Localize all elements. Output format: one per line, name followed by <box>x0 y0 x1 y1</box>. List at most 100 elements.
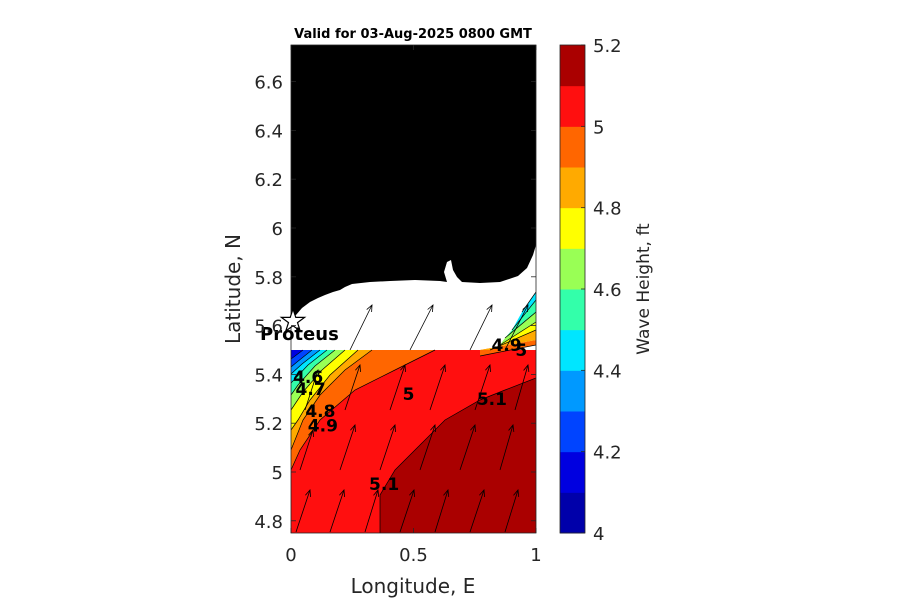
colorbar-label: Wave Height, ft <box>634 223 654 355</box>
wave-arrow <box>329 489 345 533</box>
x-axis-label: Longitude, E <box>351 574 476 598</box>
wave-arrow-head <box>339 489 345 498</box>
colorbar-band <box>560 411 585 453</box>
wave-arrow <box>419 424 436 471</box>
wave-arrow-head <box>366 304 373 313</box>
wave-arrow <box>349 304 373 351</box>
contour-label: 4.9 <box>308 417 338 437</box>
contour-label: 5.1 <box>369 475 399 495</box>
y-tick-label: 5.2 <box>254 414 283 435</box>
y-axis: 4.8 5 5.2 5.4 5.6 5.8 6 6.2 6.4 6.6 <box>254 73 536 533</box>
colorbar-band <box>560 370 585 412</box>
wave-arrow <box>364 489 379 533</box>
wave-arrow <box>379 424 396 471</box>
wave-arrow <box>299 429 314 471</box>
y-tick-label: 5.6 <box>254 317 283 338</box>
wave-arrow-head <box>443 489 450 498</box>
plot-area: 4.64.74.84.95 5.15.14.95 <box>291 45 536 533</box>
wave-arrow-head <box>486 304 493 313</box>
wave-arrow-head <box>355 364 361 373</box>
contour-label: 5 <box>515 341 527 361</box>
colorbar-band <box>560 45 585 87</box>
wave-arrow <box>429 364 446 411</box>
wave-arrow-head <box>400 364 406 373</box>
wave-arrow-head <box>305 489 311 498</box>
wave-arrow <box>434 489 449 533</box>
y-tick-label: 6 <box>272 219 283 240</box>
colorbar-band <box>560 451 585 493</box>
wave-arrow-head <box>522 304 529 313</box>
y-tick-label: 4.8 <box>254 512 283 533</box>
x-tick-label: 0.5 <box>399 545 428 566</box>
colorbar-tick-label: 4.4 <box>593 361 622 382</box>
wave-arrow <box>469 489 485 533</box>
colorbar-band <box>560 492 585 534</box>
wave-arrow <box>499 424 514 471</box>
colorbar <box>560 45 585 534</box>
wave-arrow <box>504 304 529 351</box>
wave-arrow-head <box>430 424 436 433</box>
wave-arrow <box>304 369 319 411</box>
contour-labels: 4.64.74.84.95 5.15.14.95 <box>293 336 527 495</box>
x-axis: 0 0.5 1 <box>285 45 542 566</box>
wave-arrow-head <box>513 489 520 498</box>
contour-band-5-2 <box>380 378 536 533</box>
colorbar-band <box>560 248 585 290</box>
colorbar-tick-label: 4.6 <box>593 280 622 301</box>
colorbar-band <box>560 126 585 168</box>
y-tick-label: 6.6 <box>254 73 283 94</box>
wave-arrow-head <box>427 304 434 313</box>
wave-arrow <box>504 489 519 533</box>
coastline-region <box>291 245 536 350</box>
contour-label: 5 <box>403 385 415 405</box>
contour-band-5-0-east <box>480 340 536 356</box>
contour-label: 5.1 <box>477 390 507 410</box>
colorbar-band <box>560 289 585 331</box>
wave-arrow-head <box>390 424 396 433</box>
colorbar-band <box>560 85 585 127</box>
contour-lines <box>291 291 536 533</box>
contour-band-4-7-east <box>500 312 536 345</box>
wave-arrow-head <box>508 424 515 432</box>
y-tick-label: 5 <box>272 463 283 484</box>
y-tick-label: 5.4 <box>254 365 283 386</box>
wave-arrow <box>469 304 493 351</box>
colorbar-band <box>560 329 585 371</box>
contour-label: 4.8 <box>305 402 335 422</box>
wave-arrow-head <box>409 489 415 498</box>
contour-label: 4.9 <box>492 336 522 356</box>
colorbar-tick-label: 4.8 <box>593 199 622 220</box>
wave-arrow <box>339 424 356 471</box>
wave-arrow <box>295 489 311 533</box>
wave-arrow <box>514 364 529 411</box>
contour-band-4-5-east <box>512 292 536 330</box>
wave-arrow-head <box>308 429 314 438</box>
x-tick-label: 1 <box>530 545 541 566</box>
y-tick-label: 6.4 <box>254 121 283 142</box>
wave-arrow <box>474 364 491 411</box>
wave-arrow-head <box>350 424 356 433</box>
contour-label: 4.6 <box>293 368 323 388</box>
colorbar-ticks: 4 4.2 4.4 4.6 4.8 5 5.2 <box>581 36 622 545</box>
wave-arrow-head <box>470 424 476 433</box>
wave-arrow-head <box>313 369 319 378</box>
marker-label: Proteus <box>260 324 339 345</box>
wave-arrow-head <box>523 364 530 372</box>
wave-arrow <box>459 424 476 471</box>
colorbar-band <box>560 207 585 249</box>
y-tick-label: 6.2 <box>254 170 283 191</box>
contour-band-4-9-east <box>480 330 536 350</box>
y-tick-label: 5.8 <box>254 268 283 289</box>
colorbar-tick-label: 4.2 <box>593 443 622 464</box>
wave-arrow-head <box>440 364 446 373</box>
chart-title: Valid for 03-Aug-2025 0800 GMT <box>294 27 532 42</box>
y-axis-label: Latitude, N <box>221 234 245 344</box>
colorbar-tick-label: 5.2 <box>593 36 622 57</box>
x-tick-label: 0 <box>285 545 296 566</box>
wave-arrow <box>344 364 361 411</box>
wave-arrow-head <box>373 489 380 498</box>
wave-arrow-head <box>479 489 485 498</box>
wave-arrow <box>409 304 434 351</box>
contour-bands <box>291 292 536 533</box>
